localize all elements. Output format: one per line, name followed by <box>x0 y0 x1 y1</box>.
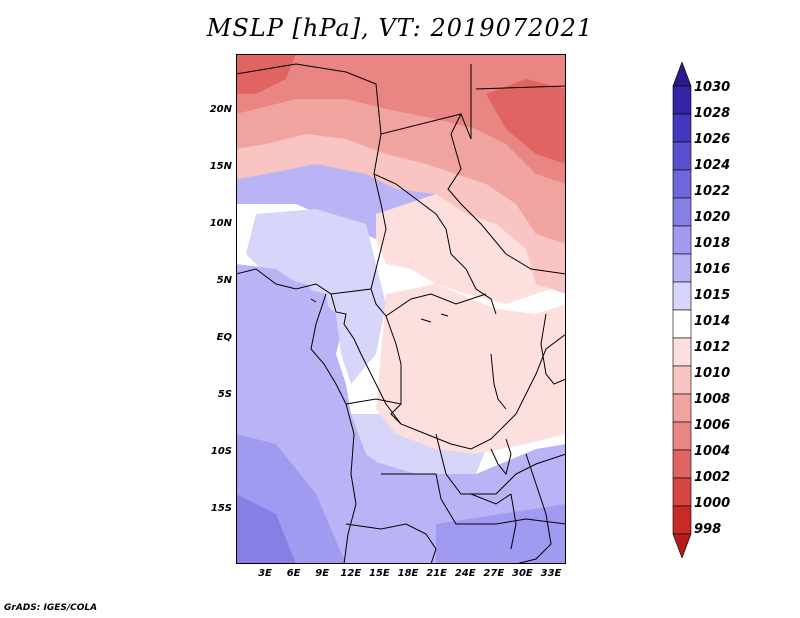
latitude-label: EQ <box>216 332 232 343</box>
longitude-label: 15E <box>369 568 390 579</box>
latitude-label: 10S <box>210 446 232 457</box>
colorbar-swatch <box>672 169 692 199</box>
colorbar-swatch <box>672 253 692 283</box>
colorbar-swatch <box>672 393 692 423</box>
colorbar-swatch <box>672 337 692 367</box>
colorbar-swatch <box>672 421 692 451</box>
colorbar-label: 998 <box>694 522 722 537</box>
latitude-label: 15N <box>209 161 232 172</box>
longitude-label: 12E <box>340 568 362 579</box>
map-frame <box>236 54 566 564</box>
colorbar-label: 1015 <box>694 288 731 303</box>
colorbar-label: 1006 <box>694 418 731 433</box>
colorbar-label: 1024 <box>694 158 731 173</box>
colorbar-label: 1014 <box>694 314 731 329</box>
latitude-label: 5N <box>216 275 232 286</box>
colorbar-swatch <box>672 533 692 558</box>
colorbar-label: 1026 <box>694 132 731 147</box>
colorbar-swatch <box>672 477 692 507</box>
colorbar-label: 1030 <box>694 80 731 95</box>
latitude-label: 5S <box>217 389 232 400</box>
colorbar-swatch <box>672 113 692 143</box>
colorbar-label: 1028 <box>694 106 731 121</box>
longitude-label: 6E <box>286 568 301 579</box>
country-borders <box>235 63 567 565</box>
longitude-label: 27E <box>483 568 505 579</box>
longitude-label: 18E <box>397 568 419 579</box>
colorbar-swatch <box>672 365 692 395</box>
colorbar-label: 1020 <box>694 210 731 225</box>
latitude-label: 10N <box>209 218 232 229</box>
colorbar-label: 1018 <box>694 236 731 251</box>
pressure-field <box>236 54 566 564</box>
colorbar-label: 1008 <box>694 392 731 407</box>
colorbar-label: 1022 <box>694 184 731 199</box>
colorbar-swatch <box>672 505 692 535</box>
colorbar-label: 1002 <box>694 470 731 485</box>
colorbar-label: 1016 <box>694 262 731 277</box>
colorbar-swatch <box>672 225 692 255</box>
pressure-map <box>235 54 567 565</box>
colorbar-swatch <box>672 197 692 227</box>
map-title: MSLP [hPa], VT: 2019072021 <box>206 14 594 42</box>
longitude-label: 3E <box>258 568 272 579</box>
colorbar-label: 1000 <box>694 496 731 511</box>
colorbar-swatch <box>672 85 692 115</box>
longitude-label: 24E <box>454 568 476 579</box>
latitude-label: 15S <box>210 503 232 514</box>
colorbar-swatch <box>672 62 692 87</box>
longitude-label: 21E <box>426 568 447 579</box>
colorbar-label: 1010 <box>694 366 731 381</box>
longitude-label: 30E <box>512 568 533 579</box>
colorbar-swatch <box>672 281 692 311</box>
colorbar-swatch <box>672 449 692 479</box>
latitude-label: 20N <box>209 104 232 115</box>
pressure-map-canvas <box>235 54 567 565</box>
footer-credit: GrADS: IGES/COLA <box>4 603 98 613</box>
colorbar-swatch <box>672 141 692 171</box>
colorbar-label: 1004 <box>694 444 731 459</box>
longitude-label: 33E <box>540 568 562 579</box>
colorbar-swatch <box>672 309 692 339</box>
colorbar-label: 1012 <box>694 340 731 355</box>
colorbar <box>672 62 692 558</box>
longitude-label: 9E <box>315 568 330 579</box>
